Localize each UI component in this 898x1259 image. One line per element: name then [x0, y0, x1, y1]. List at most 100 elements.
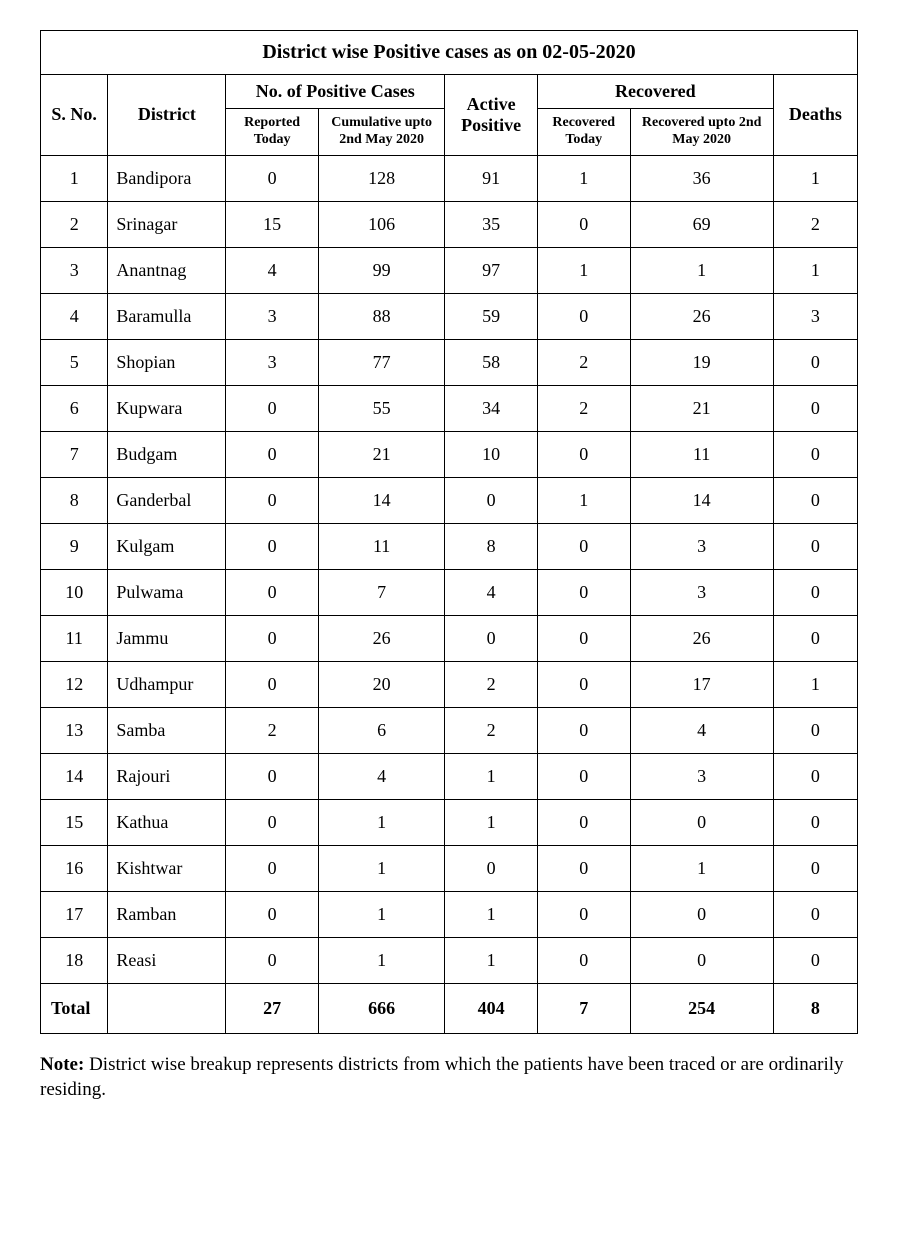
cell-sno: 10	[41, 569, 108, 615]
cell-district: Udhampur	[108, 661, 226, 707]
cell-reported-today: 0	[226, 937, 319, 983]
cell-active: 34	[445, 385, 538, 431]
cell-cumulative: 26	[318, 615, 444, 661]
cell-recovered-today: 2	[537, 385, 630, 431]
cell-active: 2	[445, 707, 538, 753]
cell-deaths: 2	[773, 201, 857, 247]
cell-deaths: 0	[773, 339, 857, 385]
cell-active: 59	[445, 293, 538, 339]
cell-recovered-cum: 3	[630, 753, 773, 799]
cell-sno: 15	[41, 799, 108, 845]
cell-deaths: 0	[773, 477, 857, 523]
col-active: Active Positive	[445, 75, 538, 156]
cell-recovered-cum: 26	[630, 293, 773, 339]
cell-recovered-cum: 1	[630, 247, 773, 293]
total-recovered-today: 7	[537, 983, 630, 1033]
cell-recovered-cum: 3	[630, 523, 773, 569]
cell-reported-today: 0	[226, 661, 319, 707]
cell-sno: 4	[41, 293, 108, 339]
table-row: 18Reasi011000	[41, 937, 858, 983]
cell-recovered-today: 0	[537, 753, 630, 799]
cell-district: Rajouri	[108, 753, 226, 799]
cell-district: Jammu	[108, 615, 226, 661]
cell-district: Baramulla	[108, 293, 226, 339]
cell-active: 0	[445, 477, 538, 523]
total-row: Total 27 666 404 7 254 8	[41, 983, 858, 1033]
cell-deaths: 0	[773, 385, 857, 431]
table-row: 15Kathua011000	[41, 799, 858, 845]
cell-cumulative: 77	[318, 339, 444, 385]
table-row: 4Baramulla388590263	[41, 293, 858, 339]
col-deaths: Deaths	[773, 75, 857, 156]
table-body: 1Bandipora01289113612Srinagar15106350692…	[41, 155, 858, 983]
cell-district: Anantnag	[108, 247, 226, 293]
cell-reported-today: 0	[226, 477, 319, 523]
cell-active: 1	[445, 753, 538, 799]
cell-deaths: 0	[773, 523, 857, 569]
cell-active: 4	[445, 569, 538, 615]
cell-sno: 16	[41, 845, 108, 891]
cell-district: Shopian	[108, 339, 226, 385]
cell-active: 58	[445, 339, 538, 385]
cell-recovered-today: 1	[537, 477, 630, 523]
total-reported-today: 27	[226, 983, 319, 1033]
cell-active: 91	[445, 155, 538, 201]
cell-active: 0	[445, 615, 538, 661]
cell-sno: 3	[41, 247, 108, 293]
total-cumulative: 666	[318, 983, 444, 1033]
cell-recovered-cum: 19	[630, 339, 773, 385]
cell-deaths: 1	[773, 247, 857, 293]
cell-recovered-today: 2	[537, 339, 630, 385]
cell-district: Srinagar	[108, 201, 226, 247]
cell-cumulative: 99	[318, 247, 444, 293]
total-recovered-cum: 254	[630, 983, 773, 1033]
cell-cumulative: 1	[318, 799, 444, 845]
cell-recovered-cum: 3	[630, 569, 773, 615]
cell-deaths: 0	[773, 891, 857, 937]
cell-recovered-today: 0	[537, 569, 630, 615]
cell-cumulative: 1	[318, 845, 444, 891]
total-label: Total	[41, 983, 108, 1033]
cell-sno: 13	[41, 707, 108, 753]
cell-reported-today: 3	[226, 293, 319, 339]
cell-recovered-today: 0	[537, 201, 630, 247]
cell-reported-today: 0	[226, 753, 319, 799]
cell-reported-today: 3	[226, 339, 319, 385]
cell-recovered-today: 0	[537, 845, 630, 891]
cell-district: Kathua	[108, 799, 226, 845]
cell-deaths: 0	[773, 799, 857, 845]
cell-reported-today: 0	[226, 155, 319, 201]
cell-sno: 14	[41, 753, 108, 799]
cell-cumulative: 55	[318, 385, 444, 431]
table-row: 5Shopian377582190	[41, 339, 858, 385]
cell-district: Kupwara	[108, 385, 226, 431]
cell-recovered-today: 0	[537, 293, 630, 339]
cell-active: 0	[445, 845, 538, 891]
cell-reported-today: 0	[226, 569, 319, 615]
cell-sno: 8	[41, 477, 108, 523]
cell-sno: 5	[41, 339, 108, 385]
table-row: 10Pulwama074030	[41, 569, 858, 615]
cell-cumulative: 1	[318, 891, 444, 937]
cell-reported-today: 0	[226, 845, 319, 891]
table-row: 1Bandipora0128911361	[41, 155, 858, 201]
table-row: 16Kishtwar010010	[41, 845, 858, 891]
cases-table: District wise Positive cases as on 02-05…	[40, 30, 858, 1034]
col-cumulative: Cumulative upto 2nd May 2020	[318, 109, 444, 156]
footnote: Note: District wise breakup represents d…	[40, 1052, 858, 1103]
cell-district: Ramban	[108, 891, 226, 937]
cell-cumulative: 128	[318, 155, 444, 201]
table-row: 3Anantnag49997111	[41, 247, 858, 293]
cell-recovered-today: 0	[537, 891, 630, 937]
col-recovered-today: Recovered Today	[537, 109, 630, 156]
cell-district: Budgam	[108, 431, 226, 477]
cell-cumulative: 14	[318, 477, 444, 523]
cell-sno: 1	[41, 155, 108, 201]
cell-district: Bandipora	[108, 155, 226, 201]
cell-reported-today: 0	[226, 431, 319, 477]
cell-reported-today: 2	[226, 707, 319, 753]
cell-cumulative: 11	[318, 523, 444, 569]
cell-active: 1	[445, 891, 538, 937]
table-row: 2Srinagar15106350692	[41, 201, 858, 247]
col-reported-today: Reported Today	[226, 109, 319, 156]
